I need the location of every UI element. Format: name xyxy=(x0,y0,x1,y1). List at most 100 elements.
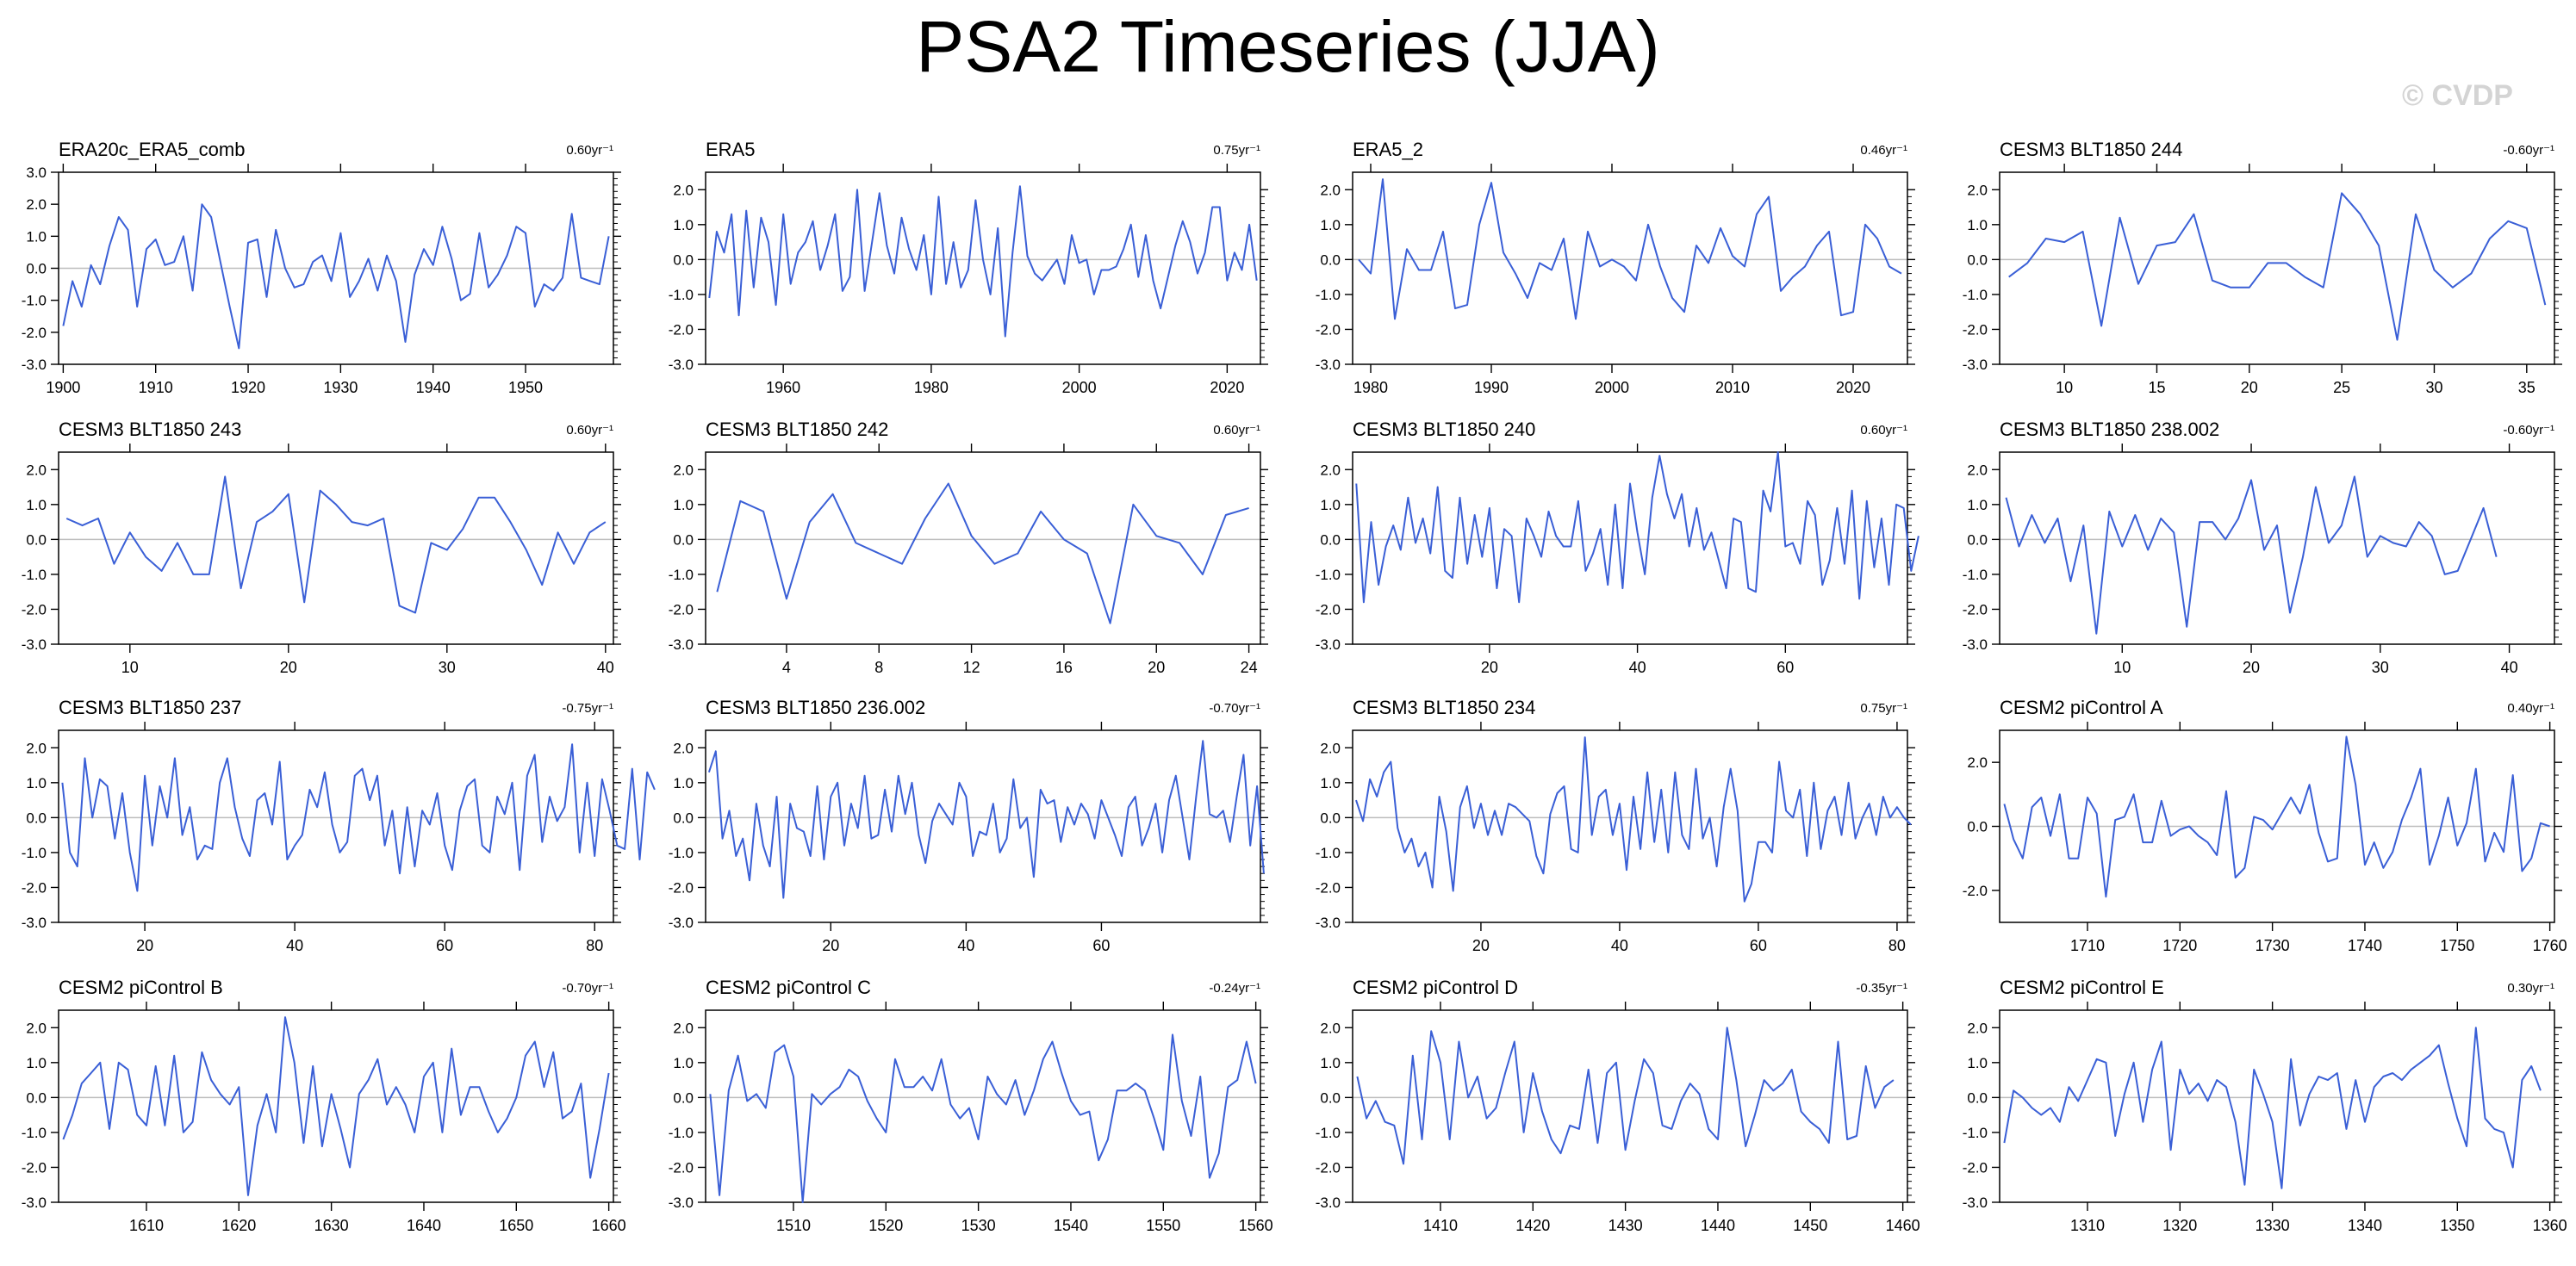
y-tick-label: -2.0 xyxy=(22,879,47,896)
x-tick-label: 1950 xyxy=(508,379,543,396)
y-tick-label: -3.0 xyxy=(669,636,694,653)
series-line xyxy=(2003,735,2550,898)
y-tick-label: -2.0 xyxy=(1316,879,1341,896)
y-tick-label: -3.0 xyxy=(22,1195,47,1211)
plot-frame xyxy=(1352,1009,1908,1203)
trend-label: -0.24yr⁻¹ xyxy=(1209,981,1260,996)
panel-title: CESM2 piControl B xyxy=(59,977,223,998)
panel-title: CESM3 BLT1850 236.002 xyxy=(706,697,925,718)
x-tick-label: 30 xyxy=(439,659,456,676)
y-tick-label: 1.0 xyxy=(673,775,694,791)
y-tick-label: -2.0 xyxy=(22,601,47,617)
chart-panel-1: ERA20c_ERA5_comb 0.60yr⁻¹ -3.0 -2.0 -1.0 0.0 1… xyxy=(22,139,621,396)
x-tick-label: 1990 xyxy=(1474,379,1509,396)
cvdp-watermark: © CVDP xyxy=(2402,79,2513,112)
x-tick-label: 2010 xyxy=(1715,379,1750,396)
y-tick-label: -1.0 xyxy=(22,845,47,861)
y-tick-label: -3.0 xyxy=(1963,357,1988,373)
y-tick-label: -2.0 xyxy=(1963,883,1988,899)
y-tick-label: 2.0 xyxy=(1967,754,1988,771)
chart-panel-4: CESM3 BLT1850 244 -0.60yr⁻¹ -3.0 -2.0 -1.0 0.… xyxy=(1963,139,2562,396)
y-tick-label: 1.0 xyxy=(1967,1055,1988,1071)
y-tick-label: 2.0 xyxy=(26,196,47,213)
trend-label: 0.60yr⁻¹ xyxy=(566,423,613,438)
x-tick-label: 40 xyxy=(957,937,974,954)
y-tick-label: -2.0 xyxy=(669,1159,694,1176)
x-tick-label: 1320 xyxy=(2162,1217,2197,1234)
chart-panel-12: CESM2 piControl A 0.40yr⁻¹ -2.0 0.0 2.0 1710 1… xyxy=(1963,697,2567,954)
trend-label: 0.75yr⁻¹ xyxy=(1860,701,1907,716)
x-tick-label: 40 xyxy=(2501,659,2518,676)
chart-panel-11: CESM3 BLT1850 234 0.75yr⁻¹ -3.0 -2.0 -1.0 0.0… xyxy=(1316,697,1915,954)
series-line xyxy=(707,740,1265,899)
y-tick-label: -2.0 xyxy=(1316,321,1341,338)
x-tick-label: 40 xyxy=(286,937,303,954)
trend-label: 0.60yr⁻¹ xyxy=(1213,423,1260,438)
y-tick-label: 0.0 xyxy=(1967,531,1988,548)
y-tick-label: 1.0 xyxy=(26,228,47,245)
x-tick-label: 1640 xyxy=(407,1217,441,1234)
x-tick-label: 40 xyxy=(1629,659,1646,676)
y-tick-label: -2.0 xyxy=(1316,1159,1341,1176)
y-tick-label: 1.0 xyxy=(673,217,694,233)
y-tick-label: 0.0 xyxy=(26,1089,47,1106)
x-tick-label: 1940 xyxy=(416,379,451,396)
y-tick-label: 1.0 xyxy=(673,497,694,513)
y-tick-label: -1.0 xyxy=(22,567,47,583)
chart-panel-15: CESM2 piControl D -0.35yr⁻¹ -3.0 -2.0 -1.0 0.… xyxy=(1316,977,1920,1234)
y-tick-label: 0.0 xyxy=(1320,1089,1341,1106)
y-tick-label: 1.0 xyxy=(26,775,47,791)
panel-title: ERA5_2 xyxy=(1353,139,1423,160)
panel-title: CESM3 BLT1850 244 xyxy=(2000,139,2182,160)
y-tick-label: 0.0 xyxy=(1967,1089,1988,1106)
trend-label: -0.75yr⁻¹ xyxy=(562,701,613,716)
y-tick-label: -1.0 xyxy=(1316,287,1341,303)
plot-frame xyxy=(1352,729,1908,923)
x-tick-label: 60 xyxy=(436,937,453,954)
plot-frame xyxy=(58,451,614,645)
x-tick-label: 10 xyxy=(2056,379,2073,396)
y-tick-label: 1.0 xyxy=(1320,497,1341,513)
x-tick-label: 1560 xyxy=(1239,1217,1273,1234)
y-tick-label: -3.0 xyxy=(1963,1195,1988,1211)
y-tick-label: -2.0 xyxy=(1316,601,1341,617)
y-tick-label: -2.0 xyxy=(22,1159,47,1176)
series-line xyxy=(2008,192,2547,341)
x-tick-label: 20 xyxy=(280,659,297,676)
y-tick-label: -1.0 xyxy=(1316,845,1341,861)
x-tick-label: 1900 xyxy=(46,379,80,396)
x-tick-label: 1630 xyxy=(314,1217,349,1234)
panel-title: CESM2 piControl D xyxy=(1353,977,1518,998)
x-tick-label: 60 xyxy=(1750,937,1767,954)
trend-label: -0.70yr⁻¹ xyxy=(562,981,613,996)
y-tick-label: 1.0 xyxy=(26,1055,47,1071)
series-line xyxy=(65,475,607,614)
series-line xyxy=(61,743,656,892)
y-tick-label: -3.0 xyxy=(1963,636,1988,653)
x-tick-label: 40 xyxy=(597,659,614,676)
y-tick-label: -3.0 xyxy=(1316,1195,1341,1211)
y-tick-label: 0.0 xyxy=(1320,810,1341,826)
y-tick-label: 1.0 xyxy=(1320,1055,1341,1071)
x-tick-label: 2020 xyxy=(1210,379,1244,396)
plot-frame xyxy=(1352,171,1908,365)
x-tick-label: 1760 xyxy=(2533,937,2567,954)
x-tick-label: 20 xyxy=(136,937,153,954)
y-tick-label: 2.0 xyxy=(1320,462,1341,478)
plot-frame xyxy=(705,1009,1261,1203)
x-tick-label: 4 xyxy=(782,659,791,676)
x-tick-label: 20 xyxy=(1481,659,1498,676)
x-tick-label: 1660 xyxy=(592,1217,626,1234)
x-tick-label: 1310 xyxy=(2070,1217,2105,1234)
y-tick-label: 2.0 xyxy=(673,740,694,756)
chart-panel-5: CESM3 BLT1850 243 0.60yr⁻¹ -3.0 -2.0 -1.0 0.0… xyxy=(22,419,621,676)
series-line xyxy=(2005,475,2498,635)
panel-title: CESM2 piControl E xyxy=(2000,977,2164,998)
series-line xyxy=(62,203,610,350)
y-tick-label: -1.0 xyxy=(1963,1125,1988,1141)
y-tick-label: 0.0 xyxy=(1967,251,1988,268)
x-tick-label: 1750 xyxy=(2440,937,2474,954)
x-tick-label: 1460 xyxy=(1886,1217,1920,1234)
plot-frame xyxy=(1999,451,2555,645)
x-tick-label: 25 xyxy=(2333,379,2350,396)
